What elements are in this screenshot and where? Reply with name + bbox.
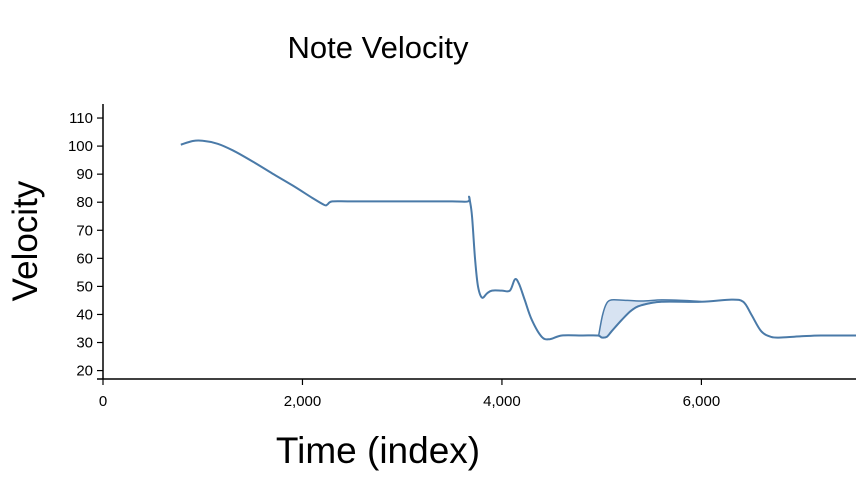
variance-band-area [597, 298, 706, 339]
x-tick-label: 6,000 [683, 393, 721, 410]
y-tick-label: 50 [76, 278, 93, 295]
y-tick-label: 70 [76, 222, 93, 239]
x-tick-label: 4,000 [483, 393, 521, 410]
y-tick-label: 20 [76, 363, 93, 380]
x-axis-label: Time (index) [276, 430, 480, 471]
y-tick-label: 110 [69, 110, 93, 127]
y-tick-label: 30 [76, 335, 93, 352]
y-tick-label: 80 [76, 194, 93, 211]
y-tick-label: 40 [76, 306, 93, 323]
y-axis-label: Velocity [6, 180, 45, 301]
series-line-layer [180, 139, 856, 341]
x-axis-ticks: 0 2,000 4,000 6,000 [99, 379, 720, 410]
y-axis-ticks: 20 30 40 50 60 70 80 90 100 110 [68, 110, 103, 380]
x-tick-label: 0 [99, 393, 107, 410]
x-tick-label: 2,000 [284, 393, 322, 410]
y-tick-label: 60 [76, 250, 93, 267]
series-line-1 [180, 139, 856, 341]
y-tick-label: 90 [76, 166, 93, 183]
y-tick-label: 100 [68, 138, 93, 155]
chart-title: Note Velocity [288, 30, 469, 65]
confidence-band-layer [597, 298, 706, 339]
